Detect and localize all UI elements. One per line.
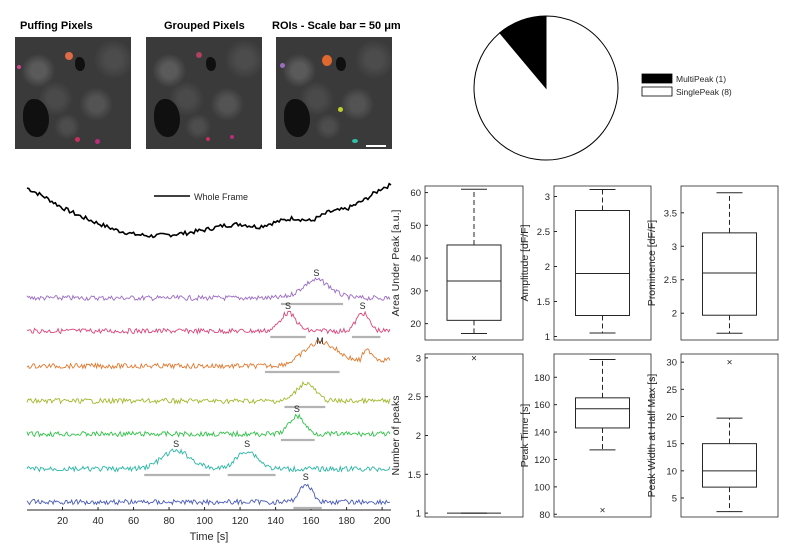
box-2-ylabel: Amplitude [dF/F]: [519, 224, 531, 301]
box-1-ytick-label-2: 40: [410, 254, 421, 265]
rois-image: [276, 37, 392, 149]
pie-legend-box: [639, 70, 753, 102]
pie-legend-swatch-2: [641, 86, 673, 97]
pie-legend-label-1: MultiPeak (1): [676, 74, 726, 84]
x-tick-label-40: 40: [92, 516, 104, 527]
peak-label-3-1: M: [316, 336, 324, 346]
box-3-ytick-label-3: 3.5: [664, 208, 677, 219]
box-2-ytick-label-3: 2.5: [537, 227, 550, 238]
box-2-frame: [553, 185, 652, 341]
roi-trace-2: [26, 310, 391, 336]
box-6-iqr-box: [702, 443, 757, 488]
roi-trace-3: [26, 339, 391, 370]
box-2-ytick-label-2: 2: [545, 262, 550, 273]
box-1-ytick-label-3: 50: [410, 221, 421, 232]
pie-slice-2: [473, 15, 619, 161]
box-6-outlier-1: ×: [727, 358, 733, 369]
x-tick-label-80: 80: [163, 516, 175, 527]
grouped-pixels-image: [146, 37, 262, 149]
x-tick-label-140: 140: [267, 516, 284, 527]
box-5-ylabel: Peak Time [s]: [519, 404, 531, 468]
box-6-frame: [680, 353, 779, 518]
box-2-iqr-box: [575, 210, 630, 316]
box-6-ytick-label-1: 10: [666, 466, 677, 477]
box-6-ylabel: Peak Width at Half Max [s]: [646, 374, 658, 498]
box-4-ytick-label-4: 3: [416, 353, 421, 364]
box-4-ytick-label-2: 2: [416, 431, 421, 442]
box-1-frame: [424, 185, 524, 341]
pie-slice-1: [499, 15, 547, 90]
x-tick-label-120: 120: [232, 516, 249, 527]
box-6-ytick-label-0: 5: [672, 493, 677, 504]
box-6-ytick-label-4: 25: [666, 385, 677, 396]
whole-frame-legend-label: Whole Frame: [194, 192, 248, 202]
box-5-outlier-1: ×: [600, 506, 606, 517]
peak-label-6-2: S: [244, 439, 250, 449]
box-6-ytick-label-3: 20: [666, 412, 677, 423]
roi-trace-6: [26, 448, 391, 473]
box-3-ytick-label-2: 3: [672, 242, 677, 253]
puffing-pixels-image: [15, 37, 131, 149]
box-4-ytick-label-0: 1: [416, 509, 421, 520]
x-tick-label-200: 200: [374, 516, 391, 527]
box-3-frame: [680, 185, 779, 341]
box-1-ytick-label-1: 30: [410, 286, 421, 297]
box-5-ytick-label-4: 160: [534, 400, 550, 411]
peak-label-2-2: S: [360, 301, 366, 311]
box-3-ytick-label-0: 2: [672, 309, 677, 320]
peak-label-2-1: S: [285, 301, 291, 311]
box-6-ytick-label-5: 30: [666, 358, 677, 369]
roi-trace-4: [26, 380, 391, 405]
box-1-ytick-label-0: 20: [410, 319, 421, 330]
box-2-ytick-label-0: 1: [545, 332, 550, 343]
box-5-ytick-label-5: 180: [534, 373, 550, 384]
scale-bar: [366, 145, 386, 147]
whole-frame-trace: [26, 182, 392, 239]
box-4-ytick-label-1: 1.5: [408, 470, 421, 481]
x-tick-label-20: 20: [57, 516, 69, 527]
pie-legend-swatch-1: [641, 73, 673, 84]
box-2-ytick-label-4: 3: [545, 192, 550, 203]
roi-trace-5: [26, 413, 391, 438]
box-1-ytick-label-4: 60: [410, 188, 421, 199]
box-1-ylabel: Area Under Peak [a.u.]: [390, 210, 402, 317]
x-tick-label-160: 160: [303, 516, 320, 527]
box-5-frame: [553, 353, 652, 518]
x-tick-label-60: 60: [128, 516, 140, 527]
roi-trace-1: [26, 277, 391, 302]
peak-label-1-1: S: [313, 268, 319, 278]
box-3-iqr-box: [702, 232, 757, 316]
pie-legend-label-2: SinglePeak (8): [676, 87, 732, 97]
box-5-iqr-box: [575, 397, 630, 429]
box-2-ytick-label-1: 1.5: [537, 297, 550, 308]
peak-label-5-1: S: [294, 404, 300, 414]
box-4-outlier-1: ×: [471, 353, 477, 364]
box-4-ylabel: Number of peaks: [390, 396, 402, 476]
rois-title: ROIs - Scale bar = 50 μm: [272, 20, 401, 32]
box-4-ytick-label-3: 2.5: [408, 392, 421, 403]
roi-trace-7: [26, 483, 391, 506]
x-tick-label-180: 180: [338, 516, 355, 527]
box-1-iqr-box: [446, 244, 502, 321]
box-3-ylabel: Prominence [dF/F]: [646, 220, 658, 306]
box-4-frame: [424, 353, 524, 518]
box-5-ytick-label-2: 120: [534, 455, 550, 466]
x-tick-label-100: 100: [196, 516, 213, 527]
peak-label-6-1: S: [173, 439, 179, 449]
peak-label-7-1: S: [303, 472, 309, 482]
box-5-ytick-label-3: 140: [534, 428, 550, 439]
box-6-ytick-label-2: 15: [666, 439, 677, 450]
x-axis-label: Time [s]: [190, 531, 229, 543]
box-5-ytick-label-1: 100: [534, 482, 550, 493]
box-3-ytick-label-1: 2.5: [664, 275, 677, 286]
grouped-pixels-title: Grouped Pixels: [164, 20, 245, 32]
puffing-pixels-title: Puffing Pixels: [20, 20, 93, 32]
box-5-ytick-label-0: 80: [539, 510, 550, 521]
